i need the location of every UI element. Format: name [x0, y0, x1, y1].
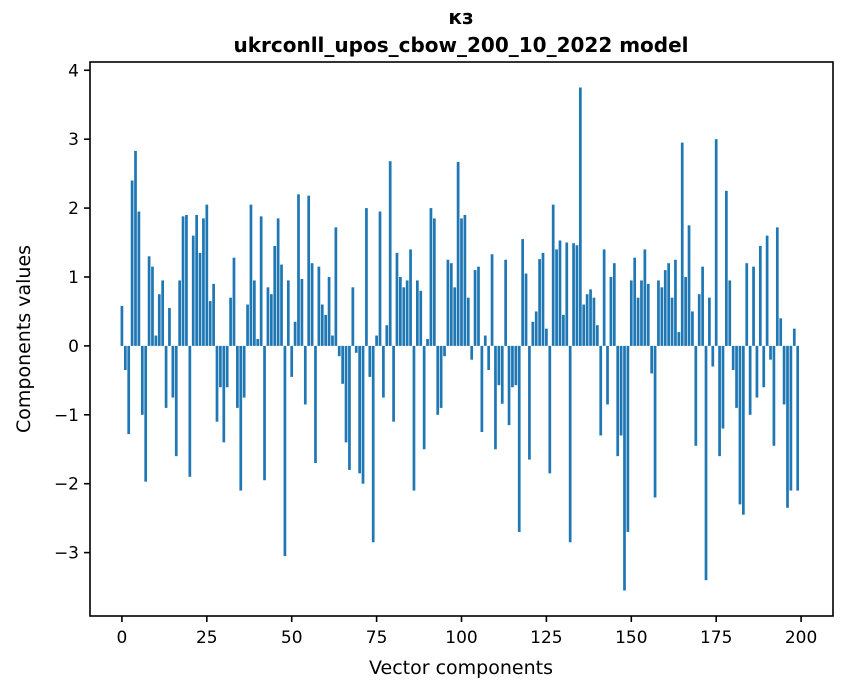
svg-text:1: 1	[68, 268, 79, 288]
svg-text:100: 100	[445, 628, 477, 648]
svg-text:3: 3	[68, 130, 79, 150]
svg-text:−2: −2	[54, 475, 79, 495]
svg-text:75: 75	[366, 628, 388, 648]
x-axis-ticks: 0 25 50 75 100 125 150 175 200	[117, 616, 817, 648]
y-axis-label: Components values	[13, 245, 35, 433]
svg-text:50: 50	[281, 628, 303, 648]
bar-series	[120, 87, 800, 591]
svg-text:4: 4	[68, 61, 79, 81]
svg-text:0: 0	[68, 337, 79, 357]
svg-text:200: 200	[785, 628, 817, 648]
svg-text:150: 150	[615, 628, 647, 648]
svg-text:0: 0	[117, 628, 128, 648]
svg-text:175: 175	[700, 628, 732, 648]
svg-text:2: 2	[68, 199, 79, 219]
svg-text:−3: −3	[54, 544, 79, 564]
plot-frame	[89, 61, 834, 617]
y-axis-ticks: −3 −2 −1 0 1 2 3 4	[54, 61, 90, 564]
svg-text:−1: −1	[54, 406, 79, 426]
svg-text:25: 25	[196, 628, 218, 648]
svg-text:125: 125	[530, 628, 562, 648]
chart-title: ukrconll_upos_cbow_200_10_2022 model	[233, 33, 688, 57]
x-axis-label: Vector components	[369, 657, 553, 679]
figure-suptitle: кз	[448, 5, 473, 29]
